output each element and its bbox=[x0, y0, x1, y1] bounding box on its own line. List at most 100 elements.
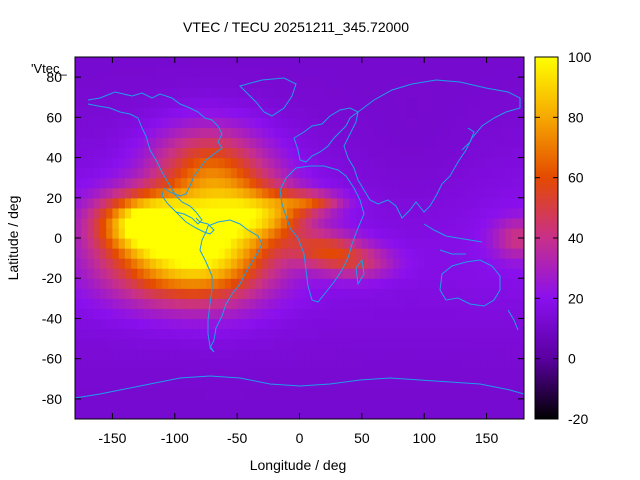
heatmap-cell bbox=[156, 117, 163, 128]
heatmap-cell bbox=[243, 358, 251, 370]
heatmap-cell bbox=[287, 288, 294, 299]
heatmap-cell bbox=[511, 308, 519, 320]
heatmap-cell bbox=[174, 408, 182, 419]
heatmap-cell bbox=[212, 308, 220, 320]
heatmap-cell bbox=[293, 348, 301, 360]
heatmap-cell bbox=[149, 117, 157, 128]
heatmap-cell bbox=[405, 258, 413, 269]
heatmap-cell bbox=[386, 358, 394, 370]
heatmap-cell bbox=[118, 328, 126, 340]
heatmap-cell bbox=[511, 318, 519, 330]
heatmap-cell bbox=[168, 278, 176, 289]
heatmap-cell bbox=[75, 248, 82, 259]
heatmap-cell bbox=[230, 67, 238, 78]
heatmap-cell bbox=[249, 167, 257, 179]
heatmap-cell bbox=[293, 278, 301, 289]
heatmap-cell bbox=[75, 107, 82, 118]
heatmap-cell bbox=[181, 227, 188, 239]
heatmap-cell bbox=[243, 248, 251, 259]
heatmap-cell bbox=[467, 187, 475, 199]
heatmap-cell bbox=[511, 338, 519, 350]
heatmap-cell bbox=[112, 147, 120, 159]
heatmap-cell bbox=[193, 117, 201, 128]
heatmap-cell bbox=[368, 358, 375, 370]
heatmap-cell bbox=[411, 117, 419, 128]
heatmap-cell bbox=[417, 57, 425, 68]
heatmap-cell bbox=[411, 368, 419, 380]
heatmap-cell bbox=[461, 388, 469, 400]
heatmap-cell bbox=[399, 157, 407, 169]
heatmap-cell bbox=[131, 97, 138, 108]
coastline-new-zealand bbox=[507, 309, 519, 331]
heatmap-cell bbox=[280, 238, 288, 249]
heatmap-cell bbox=[324, 217, 332, 229]
heatmap-cell bbox=[393, 197, 400, 209]
heatmap-cell bbox=[193, 197, 201, 209]
heatmap-cell bbox=[336, 338, 344, 350]
heatmap-cell bbox=[517, 197, 524, 209]
heatmap-cell bbox=[112, 77, 120, 88]
heatmap-cell bbox=[75, 288, 82, 299]
heatmap-cell bbox=[336, 238, 344, 249]
heatmap-cell bbox=[162, 318, 170, 330]
heatmap-cell bbox=[330, 187, 338, 199]
heatmap-cell bbox=[299, 318, 307, 330]
heatmap-cell bbox=[355, 308, 363, 320]
heatmap-cell bbox=[224, 278, 232, 289]
heatmap-cell bbox=[436, 368, 444, 380]
heatmap-cell bbox=[405, 107, 413, 118]
heatmap-cell bbox=[399, 268, 407, 279]
heatmap-cell bbox=[99, 338, 107, 350]
heatmap-cell bbox=[318, 388, 326, 400]
heatmap-cell bbox=[368, 248, 375, 259]
heatmap-cell bbox=[318, 328, 326, 340]
heatmap-cell bbox=[174, 147, 182, 159]
heatmap-cell bbox=[255, 378, 263, 390]
heatmap-cell bbox=[517, 207, 524, 219]
heatmap-cell bbox=[274, 278, 282, 289]
coastline-antarctica bbox=[75, 375, 524, 399]
heatmap-cell bbox=[467, 127, 475, 139]
heatmap-cell bbox=[187, 77, 195, 88]
heatmap-cell bbox=[156, 328, 163, 340]
heatmap-cell bbox=[162, 238, 170, 249]
heatmap-cell bbox=[168, 157, 176, 169]
heatmap-cell bbox=[81, 97, 89, 108]
heatmap-cell bbox=[474, 258, 481, 269]
heatmap-cell bbox=[311, 378, 319, 390]
heatmap-cell bbox=[287, 298, 294, 309]
heatmap-cell bbox=[318, 107, 326, 118]
heatmap-cell bbox=[386, 197, 394, 209]
heatmap-cell bbox=[417, 167, 425, 179]
heatmap-cell bbox=[349, 288, 357, 299]
heatmap-cell bbox=[75, 408, 82, 419]
heatmap-cell bbox=[156, 238, 163, 249]
heatmap-cell bbox=[474, 77, 481, 88]
heatmap-cell bbox=[442, 248, 450, 259]
heatmap-cell bbox=[212, 318, 220, 330]
heatmap-cell bbox=[311, 97, 319, 108]
heatmap-cell bbox=[480, 157, 488, 169]
heatmap-cell bbox=[361, 147, 369, 159]
heatmap-cell bbox=[237, 328, 244, 340]
heatmap-cell bbox=[212, 67, 220, 78]
heatmap-cell bbox=[480, 298, 488, 309]
heatmap-cell bbox=[480, 278, 488, 289]
heatmap-cell bbox=[287, 217, 294, 229]
heatmap-cell bbox=[411, 248, 419, 259]
heatmap-cell bbox=[143, 388, 151, 400]
heatmap-cell bbox=[156, 107, 163, 118]
heatmap-cell bbox=[181, 238, 188, 249]
heatmap-cell bbox=[343, 177, 350, 189]
heatmap-cell bbox=[486, 328, 494, 340]
heatmap-cell bbox=[299, 217, 307, 229]
heatmap-cell bbox=[268, 338, 276, 350]
heatmap-cell bbox=[168, 348, 176, 360]
heatmap-cell bbox=[336, 97, 344, 108]
heatmap-cell bbox=[386, 217, 394, 229]
heatmap-cell bbox=[324, 187, 332, 199]
heatmap-cell bbox=[361, 278, 369, 289]
heatmap-cell bbox=[336, 398, 344, 410]
heatmap-cell bbox=[467, 278, 475, 289]
heatmap-cell bbox=[181, 67, 188, 78]
